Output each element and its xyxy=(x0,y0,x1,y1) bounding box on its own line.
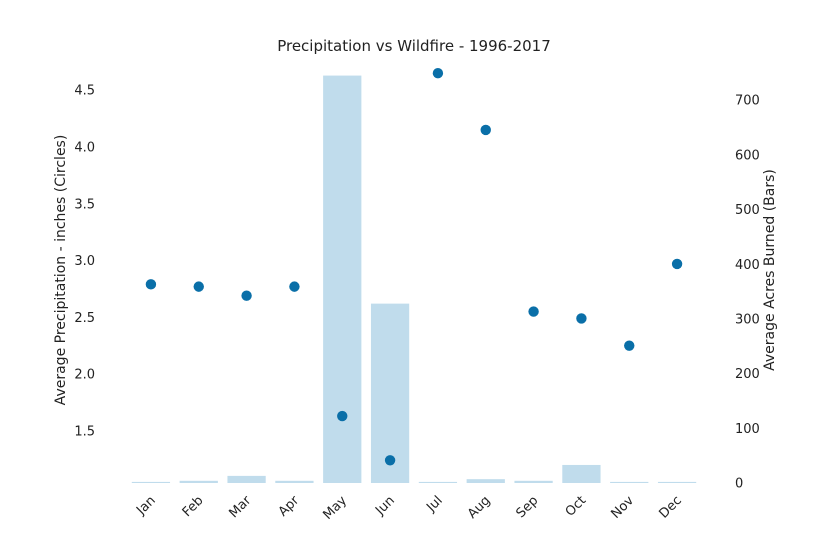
bar xyxy=(418,481,458,483)
data-point xyxy=(145,279,157,290)
left-y-tick-label: 1.5 xyxy=(74,424,95,439)
right-y-tick-label: 500 xyxy=(735,203,760,218)
right-y-tick-label: 300 xyxy=(735,312,760,327)
bar xyxy=(466,479,505,483)
data-point xyxy=(337,410,348,422)
x-tick-label: Dec xyxy=(657,493,685,521)
bar xyxy=(131,481,171,483)
x-tick-label: Apr xyxy=(276,493,303,520)
right-y-tick-label: 400 xyxy=(735,258,760,273)
bar xyxy=(610,481,649,483)
x-tick-label: Jun xyxy=(372,493,398,519)
point-series xyxy=(145,68,683,466)
bar xyxy=(227,475,266,483)
x-tick-label: Oct xyxy=(563,493,590,520)
bar xyxy=(179,480,218,483)
bar xyxy=(657,481,697,483)
data-point xyxy=(528,306,539,317)
right-y-tick-label: 100 xyxy=(735,422,760,437)
x-tick-label: Sep xyxy=(513,493,541,521)
data-point xyxy=(671,258,683,270)
chart-title: Precipitation vs Wildfire - 1996-2017 xyxy=(277,37,551,55)
left-y-tick-label: 4.5 xyxy=(74,84,95,99)
left-y-tick-label: 2.5 xyxy=(74,311,95,326)
data-point xyxy=(193,281,204,292)
data-point xyxy=(241,290,252,301)
bar xyxy=(370,303,410,483)
right-y-axis-label: Average Acres Burned (Bars) xyxy=(762,169,778,371)
data-point xyxy=(432,68,444,79)
bar xyxy=(275,480,314,483)
right-y-tick-labels: 0 100 200 300 400 500 600 700 xyxy=(735,94,760,492)
x-tick-labels: Jan Feb Mar Apr May Jun Jul Aug Sep Oct Nov Dec xyxy=(133,493,685,523)
x-tick-label: Nov xyxy=(609,493,638,522)
right-y-tick-label: 700 xyxy=(735,94,760,109)
x-tick-label: Aug xyxy=(465,493,494,522)
x-tick-label: Jul xyxy=(423,493,445,515)
left-y-axis-label: Average Precipitation - inches (Circles) xyxy=(53,135,69,406)
right-y-tick-label: 200 xyxy=(735,367,760,382)
data-point xyxy=(289,281,300,292)
x-tick-label: Feb xyxy=(180,493,207,520)
data-point xyxy=(624,340,635,351)
left-y-tick-label: 2.0 xyxy=(74,368,95,383)
left-y-tick-label: 3.5 xyxy=(74,197,95,212)
data-point xyxy=(384,455,396,466)
x-tick-label: Jan xyxy=(133,493,158,518)
right-y-tick-label: 0 xyxy=(735,477,743,492)
x-tick-label: Mar xyxy=(226,493,254,521)
data-point xyxy=(480,124,491,136)
right-y-tick-label: 600 xyxy=(735,148,760,163)
bar-series xyxy=(131,75,697,483)
left-y-tick-label: 3.0 xyxy=(74,254,95,269)
data-point xyxy=(576,313,587,324)
left-y-tick-labels: 1.5 2.0 2.5 3.0 3.5 4.0 4.5 xyxy=(74,84,95,440)
bar xyxy=(562,464,601,483)
x-tick-label: May xyxy=(320,493,350,523)
left-y-tick-label: 4.0 xyxy=(74,141,95,156)
bar xyxy=(514,480,553,483)
bar xyxy=(323,75,362,483)
